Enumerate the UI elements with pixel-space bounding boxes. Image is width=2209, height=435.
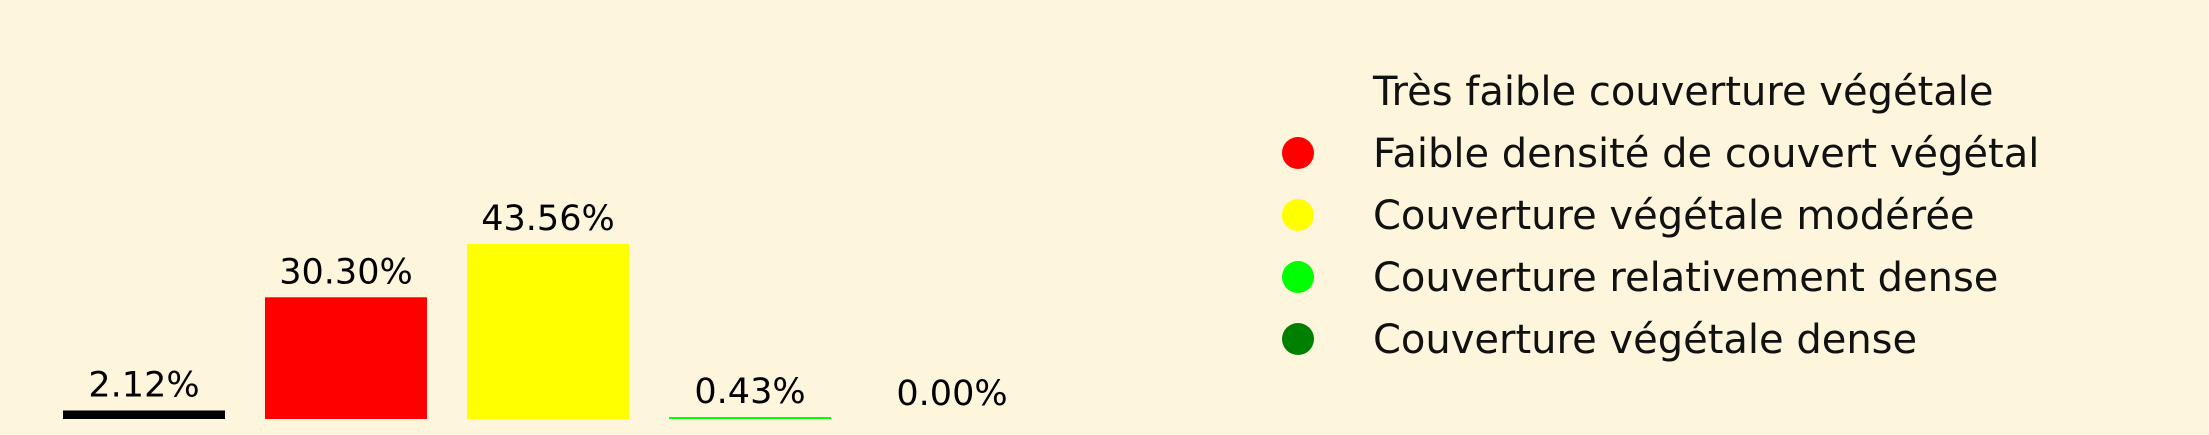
legend-marker-1 [1282, 75, 1314, 107]
bar-value-label-3: 43.56% [481, 199, 614, 239]
legend-item-1: Très faible couverture végétale [1282, 69, 1994, 115]
legend-item-3: Couverture végétale modérée [1282, 193, 1975, 239]
legend-marker-5 [1282, 323, 1314, 355]
legend-item-5: Couverture végétale dense [1282, 317, 1917, 363]
legend-label-3: Couverture végétale modérée [1373, 193, 1975, 239]
legend-marker-2 [1282, 137, 1314, 169]
legend-label-4: Couverture relativement dense [1373, 255, 1998, 301]
legend-label-2: Faible densité de couvert végétal [1373, 131, 2039, 177]
legend-item-4: Couverture relativement dense [1282, 255, 1998, 301]
bar-value-label-5: 0.00% [896, 374, 1007, 414]
legend-item-2: Faible densité de couvert végétal [1282, 131, 2039, 177]
bar-4 [669, 417, 831, 419]
bar-3 [467, 244, 629, 419]
bar-value-label-2: 30.30% [279, 252, 412, 292]
bar-value-label-1: 2.12% [88, 365, 199, 405]
legend-label-1: Très faible couverture végétale [1372, 69, 1994, 115]
legend-marker-3 [1282, 199, 1314, 231]
legend-marker-4 [1282, 261, 1314, 293]
legend-label-5: Couverture végétale dense [1373, 317, 1917, 363]
bar-2 [265, 297, 427, 419]
bar-value-label-4: 0.43% [694, 372, 805, 412]
bar-1 [63, 410, 225, 419]
legend: Très faible couverture végétale Faible de… [1282, 69, 2039, 363]
